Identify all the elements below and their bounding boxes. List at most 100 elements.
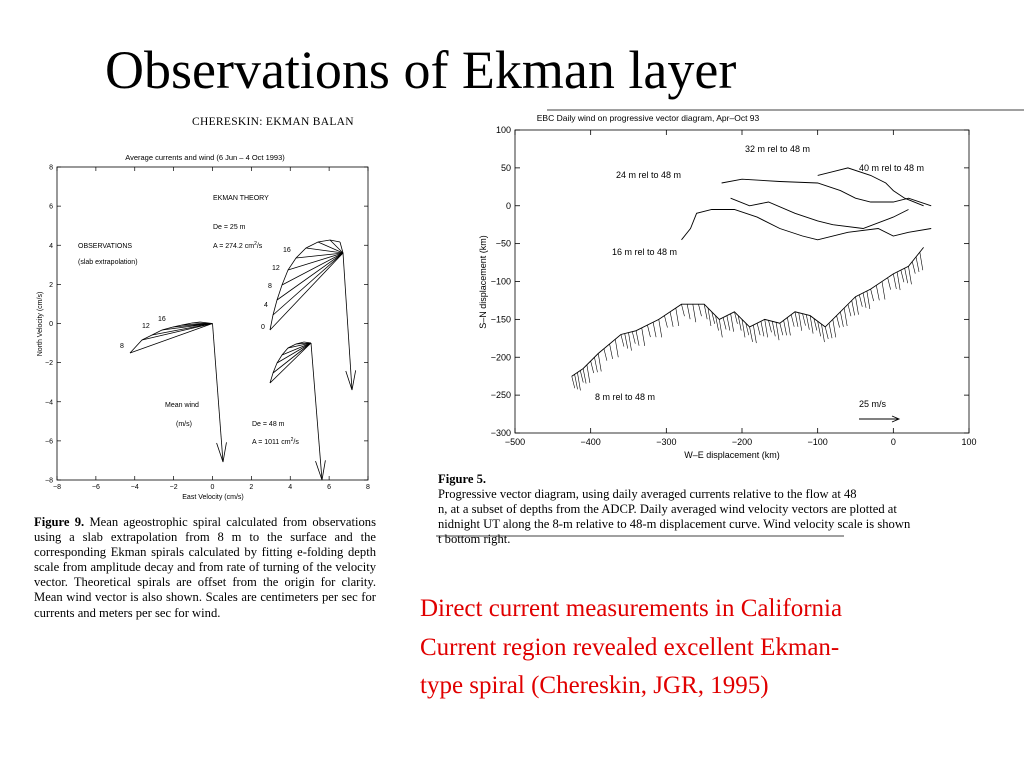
wind-stick xyxy=(614,339,619,358)
figure-9-label: Figure 9. xyxy=(34,515,85,529)
spiral-vectors xyxy=(129,239,357,481)
y-axis-label: North Velocity (cm/s) xyxy=(37,292,44,357)
wind-scale-arrow xyxy=(859,415,901,423)
theory-depth-8: 8 xyxy=(268,283,272,290)
wind-stick xyxy=(832,319,837,338)
wind-stick xyxy=(881,281,886,300)
wind-stick xyxy=(813,318,818,331)
wind-stick xyxy=(730,313,734,332)
theory-25m-vector xyxy=(269,252,344,331)
y-tick-label: 4 xyxy=(49,243,53,250)
wind-stick xyxy=(753,325,757,344)
theory-depth-16: 16 xyxy=(283,247,291,254)
theory-48m-vector xyxy=(276,342,312,364)
wind-arrow-25m xyxy=(342,252,353,391)
y-tick-label: 50 xyxy=(501,163,511,173)
mean-wind-arrow xyxy=(212,323,224,463)
observed-spiral-vector xyxy=(141,323,213,341)
de-25-label: De = 25 m xyxy=(213,224,246,231)
y-tick-label: −100 xyxy=(491,277,511,287)
wind-stick xyxy=(876,285,880,301)
theory-48m-vector xyxy=(303,341,312,344)
figure-5-line-3: nidnight UT along the 8-m relative to 48… xyxy=(438,517,911,532)
label-16m: 16 m rel to 48 m xyxy=(612,247,677,257)
y-tick-label: −2 xyxy=(45,360,53,367)
wind-stick xyxy=(896,271,901,291)
plot-frame xyxy=(514,129,970,434)
wind-stick xyxy=(647,324,651,338)
wind-stick xyxy=(858,294,863,307)
wind-stick xyxy=(681,304,685,317)
wind-stick xyxy=(821,324,825,343)
wind-arrow-48m-head xyxy=(315,460,326,481)
x-tick-label: 2 xyxy=(249,484,253,491)
obs-depth-16: 16 xyxy=(158,316,166,323)
wind-stick xyxy=(631,331,636,344)
x-tick-label: −500 xyxy=(505,437,525,447)
theory-25m-vector xyxy=(295,252,344,259)
wind-stick xyxy=(851,300,856,316)
body-line-1: Direct current measurements in Californi… xyxy=(420,595,843,622)
figure-5-line-2: n, at a subset of depths from the ADCP. … xyxy=(438,502,897,517)
wind-stick xyxy=(768,320,772,333)
wind-stick xyxy=(771,321,776,337)
wind-stick xyxy=(703,304,708,320)
theory-48m-vector xyxy=(272,342,312,374)
wind-stick xyxy=(855,296,859,315)
wind-stick xyxy=(775,322,780,341)
theory-25m-vector xyxy=(305,247,344,254)
series-line-3 xyxy=(681,209,932,241)
wind-stick xyxy=(836,315,840,328)
wind-stick xyxy=(577,372,581,391)
ekman-spiral-plot: Average currents and wind (6 Jun – 4 Oct… xyxy=(37,153,370,501)
x-tick-label: −300 xyxy=(656,437,676,447)
wind-stick xyxy=(620,334,625,347)
wind-stick xyxy=(574,374,578,390)
mean-wind-label: Mean wind xyxy=(165,402,199,409)
observed-spiral-vector xyxy=(199,321,213,324)
wind-arrow-25m-head xyxy=(345,370,357,391)
wind-stick xyxy=(603,348,608,361)
figure-9-caption: Figure 9. Mean ageostrophic spiral calcu… xyxy=(34,515,376,621)
y-tick-label: −250 xyxy=(491,390,511,400)
y-tick-label: 6 xyxy=(49,204,53,211)
wind-stick xyxy=(915,256,920,272)
wind-stick xyxy=(692,304,697,323)
y-tick-label: −4 xyxy=(45,399,53,406)
wind-stick xyxy=(628,332,632,351)
wind-stick xyxy=(904,268,908,284)
wind-stick xyxy=(635,330,640,346)
wind-stick xyxy=(741,319,746,338)
x-tick-label: −200 xyxy=(732,437,752,447)
x-tick-label: −400 xyxy=(581,437,601,447)
x-tick-label: −6 xyxy=(92,484,100,491)
theory-25m-vector xyxy=(329,239,344,254)
displacement-curves xyxy=(571,167,932,391)
axis-ticks: −500 −400 −300 −200 −100 0 100 100 50 0 −50 −100 −15… xyxy=(491,125,977,447)
theory-25m-vector xyxy=(272,252,344,316)
plot-title: EBC Daily wind on progressive vector dia… xyxy=(537,113,760,123)
obs-depth-12: 12 xyxy=(142,323,150,330)
x-tick-label: 0 xyxy=(211,484,215,491)
wind-stick xyxy=(698,304,702,317)
wind-stick xyxy=(806,314,810,330)
slide-title: Observations of Ekman layer xyxy=(105,40,737,100)
wind-stick xyxy=(809,315,814,334)
theory-25m-vector xyxy=(281,252,344,286)
wind-stick xyxy=(802,313,806,326)
label-40m: 40 m rel to 48 m xyxy=(859,163,924,173)
theory-depth-4: 4 xyxy=(264,302,268,309)
wind-stick xyxy=(641,327,646,346)
theory-48m-vector xyxy=(269,342,312,384)
wind-stick xyxy=(843,307,848,327)
observations-label: OBSERVATIONS xyxy=(78,243,132,250)
y-tick-label: −50 xyxy=(496,239,511,249)
theory-depth-12: 12 xyxy=(272,265,280,272)
y-tick-label: 0 xyxy=(49,321,53,328)
wind-stick xyxy=(817,321,821,337)
wind-stick xyxy=(734,311,738,324)
theory-label: EKMAN THEORY xyxy=(213,195,269,202)
wind-stick xyxy=(658,319,663,338)
obs-depth-8: 8 xyxy=(120,343,124,350)
theory-48m-vector xyxy=(287,342,312,349)
